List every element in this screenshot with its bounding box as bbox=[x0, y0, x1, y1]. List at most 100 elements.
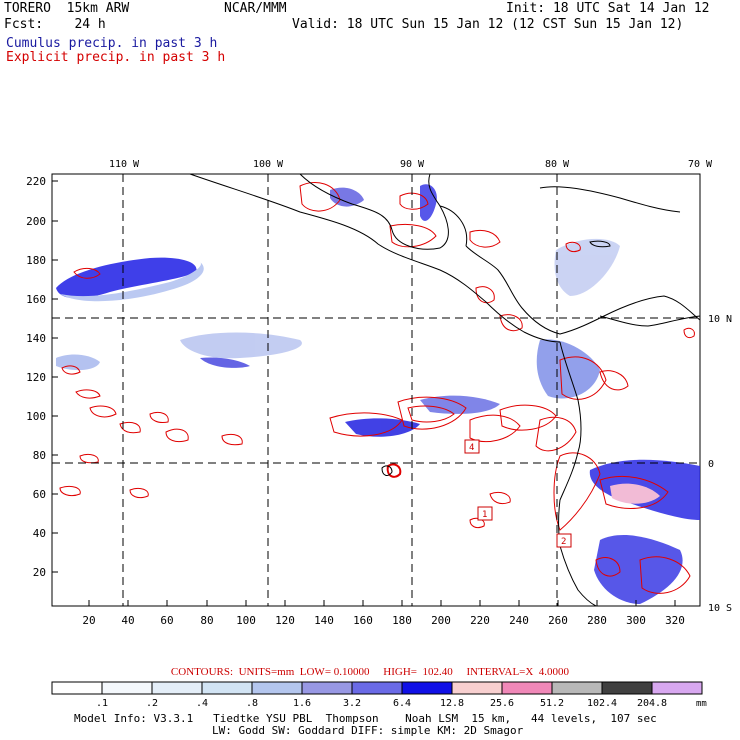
frame-ticks bbox=[52, 180, 676, 606]
explicit-contour bbox=[599, 370, 629, 391]
colorbar bbox=[51, 681, 703, 695]
colorbar-label: .1 bbox=[96, 698, 108, 709]
cumulus-precip-areas bbox=[56, 184, 700, 604]
lon-label-110w: 110 W bbox=[109, 159, 140, 170]
explicit-contour bbox=[565, 241, 581, 253]
colorbar-swatch bbox=[101, 681, 153, 695]
colorbar-label: 204.8 bbox=[637, 698, 667, 709]
y-tick-labels: 220 200 180 160 140 120 100 80 60 40 20 bbox=[26, 175, 46, 579]
explicit-contour bbox=[386, 463, 402, 478]
explicit-contour bbox=[599, 475, 669, 509]
explicit-contour bbox=[119, 421, 141, 434]
box-label-4: 4 bbox=[469, 443, 474, 453]
coast-galapagos bbox=[381, 465, 393, 476]
cumulus-area-itcz bbox=[345, 418, 420, 437]
explicit-contour bbox=[79, 453, 99, 464]
colorbar-label: 1.6 bbox=[293, 698, 311, 709]
explicit-contour bbox=[129, 487, 149, 499]
colorbar-swatch bbox=[201, 681, 253, 695]
explicit-contour bbox=[559, 356, 607, 400]
lon-labels: 110 W 100 W 90 W 80 W 70 W bbox=[109, 159, 713, 170]
coast-jamaica bbox=[589, 240, 611, 248]
colorbar-swatch bbox=[151, 681, 203, 695]
colorbar-swatch bbox=[301, 681, 353, 695]
explicit-contour bbox=[89, 405, 117, 418]
y-tick-label: 40 bbox=[33, 527, 46, 540]
y-tick-label: 20 bbox=[33, 566, 46, 579]
coast-cuba bbox=[539, 186, 681, 213]
colorbar-label: 12.8 bbox=[440, 698, 464, 709]
explicit-contour bbox=[553, 452, 601, 531]
graticule bbox=[52, 174, 700, 606]
contours-info: CONTOURS: UNITS=mm LOW= 0.10000 HIGH= 10… bbox=[170, 666, 570, 678]
coast-caribbean bbox=[465, 245, 701, 335]
valid-time: Valid: 18 UTC Sun 15 Jan 12 (12 CST Sun … bbox=[292, 17, 684, 32]
y-tick-label: 200 bbox=[26, 215, 46, 228]
x-tick-label: 140 bbox=[314, 614, 334, 627]
colorbar-swatch bbox=[651, 681, 703, 695]
explicit-contour bbox=[299, 182, 341, 212]
colorbar-label: .8 bbox=[246, 698, 258, 709]
cumulus-area-caribbean bbox=[554, 238, 620, 296]
cumulus-area-amazon-pink bbox=[610, 483, 660, 504]
explicit-contour bbox=[499, 314, 523, 332]
x-tick-labels: 20 40 60 80 100 120 140 160 180 200 220 … bbox=[82, 614, 685, 627]
coast-ecuador-peru bbox=[559, 545, 597, 607]
coastlines bbox=[189, 173, 701, 607]
lat-label-0: 0 bbox=[708, 459, 714, 470]
coast-venezuela bbox=[599, 315, 701, 327]
lon-label-90w: 90 W bbox=[400, 159, 425, 170]
colorbar-unit: mm bbox=[696, 699, 707, 709]
explicit-contour bbox=[683, 327, 695, 339]
lat-label-10s: 10 S bbox=[708, 603, 732, 614]
x-tick-label: 20 bbox=[82, 614, 95, 627]
x-tick-label: 160 bbox=[353, 614, 373, 627]
explicit-contour bbox=[469, 229, 501, 248]
explicit-contour bbox=[221, 433, 243, 446]
cumulus-area-amazon-south bbox=[594, 535, 683, 604]
box-label-2: 2 bbox=[561, 537, 566, 547]
field-cumulus-label: Cumulus precip. in past 3 h bbox=[6, 36, 218, 51]
x-tick-label: 120 bbox=[275, 614, 295, 627]
colorbar-label: 3.2 bbox=[343, 698, 361, 709]
cumulus-area-yucatan bbox=[420, 184, 437, 221]
cumulus-area-west bbox=[56, 257, 197, 299]
colorbar-swatch bbox=[351, 681, 403, 695]
x-tick-label: 320 bbox=[665, 614, 685, 627]
explicit-contour bbox=[61, 365, 81, 375]
colorbar-label: .2 bbox=[146, 698, 158, 709]
colorbar-swatch bbox=[451, 681, 503, 695]
colorbar-labels: .1 .2 .4 .8 1.6 3.2 6.4 12.8 25.6 51.2 102.4 204.8 bbox=[96, 698, 667, 709]
init-time: Init: 18 UTC Sat 14 Jan 12 bbox=[506, 1, 710, 16]
x-tick-label: 180 bbox=[392, 614, 412, 627]
colorbar-label: 6.4 bbox=[393, 698, 411, 709]
box-labels: 4 1 2 bbox=[464, 439, 572, 548]
explicit-contour bbox=[397, 396, 467, 430]
explicit-contour bbox=[595, 557, 621, 577]
cumulus-area-colombia bbox=[536, 339, 600, 399]
explicit-contour bbox=[149, 411, 169, 423]
field-explicit-label: Explicit precip. in past 3 h bbox=[6, 50, 226, 65]
cumulus-area-west-halo bbox=[60, 262, 204, 302]
colorbar-label: 51.2 bbox=[540, 698, 564, 709]
box-label-1: 1 bbox=[482, 510, 487, 520]
center-title: NCAR/MMM bbox=[224, 1, 287, 16]
y-tick-label: 180 bbox=[26, 254, 46, 267]
lat-labels: 10 N 0 10 S bbox=[708, 314, 732, 614]
colorbar-label: 102.4 bbox=[587, 698, 617, 709]
x-tick-label: 40 bbox=[121, 614, 134, 627]
colorbar-swatch bbox=[601, 681, 653, 695]
cumulus-area-central bbox=[180, 332, 302, 359]
explicit-contour bbox=[389, 223, 437, 248]
x-tick-label: 260 bbox=[548, 614, 568, 627]
explicit-contour bbox=[165, 428, 189, 443]
physics-info: LW: Godd SW: Goddard DIFF: simple KM: 2D… bbox=[212, 724, 524, 737]
lon-label-100w: 100 W bbox=[253, 159, 284, 170]
cumulus-area-central-core bbox=[200, 357, 250, 368]
lon-label-80w: 80 W bbox=[545, 159, 570, 170]
y-tick-label: 60 bbox=[33, 488, 46, 501]
x-tick-label: 80 bbox=[200, 614, 213, 627]
map-frame bbox=[51, 173, 701, 607]
x-tick-label: 240 bbox=[509, 614, 529, 627]
x-tick-label: 280 bbox=[587, 614, 607, 627]
